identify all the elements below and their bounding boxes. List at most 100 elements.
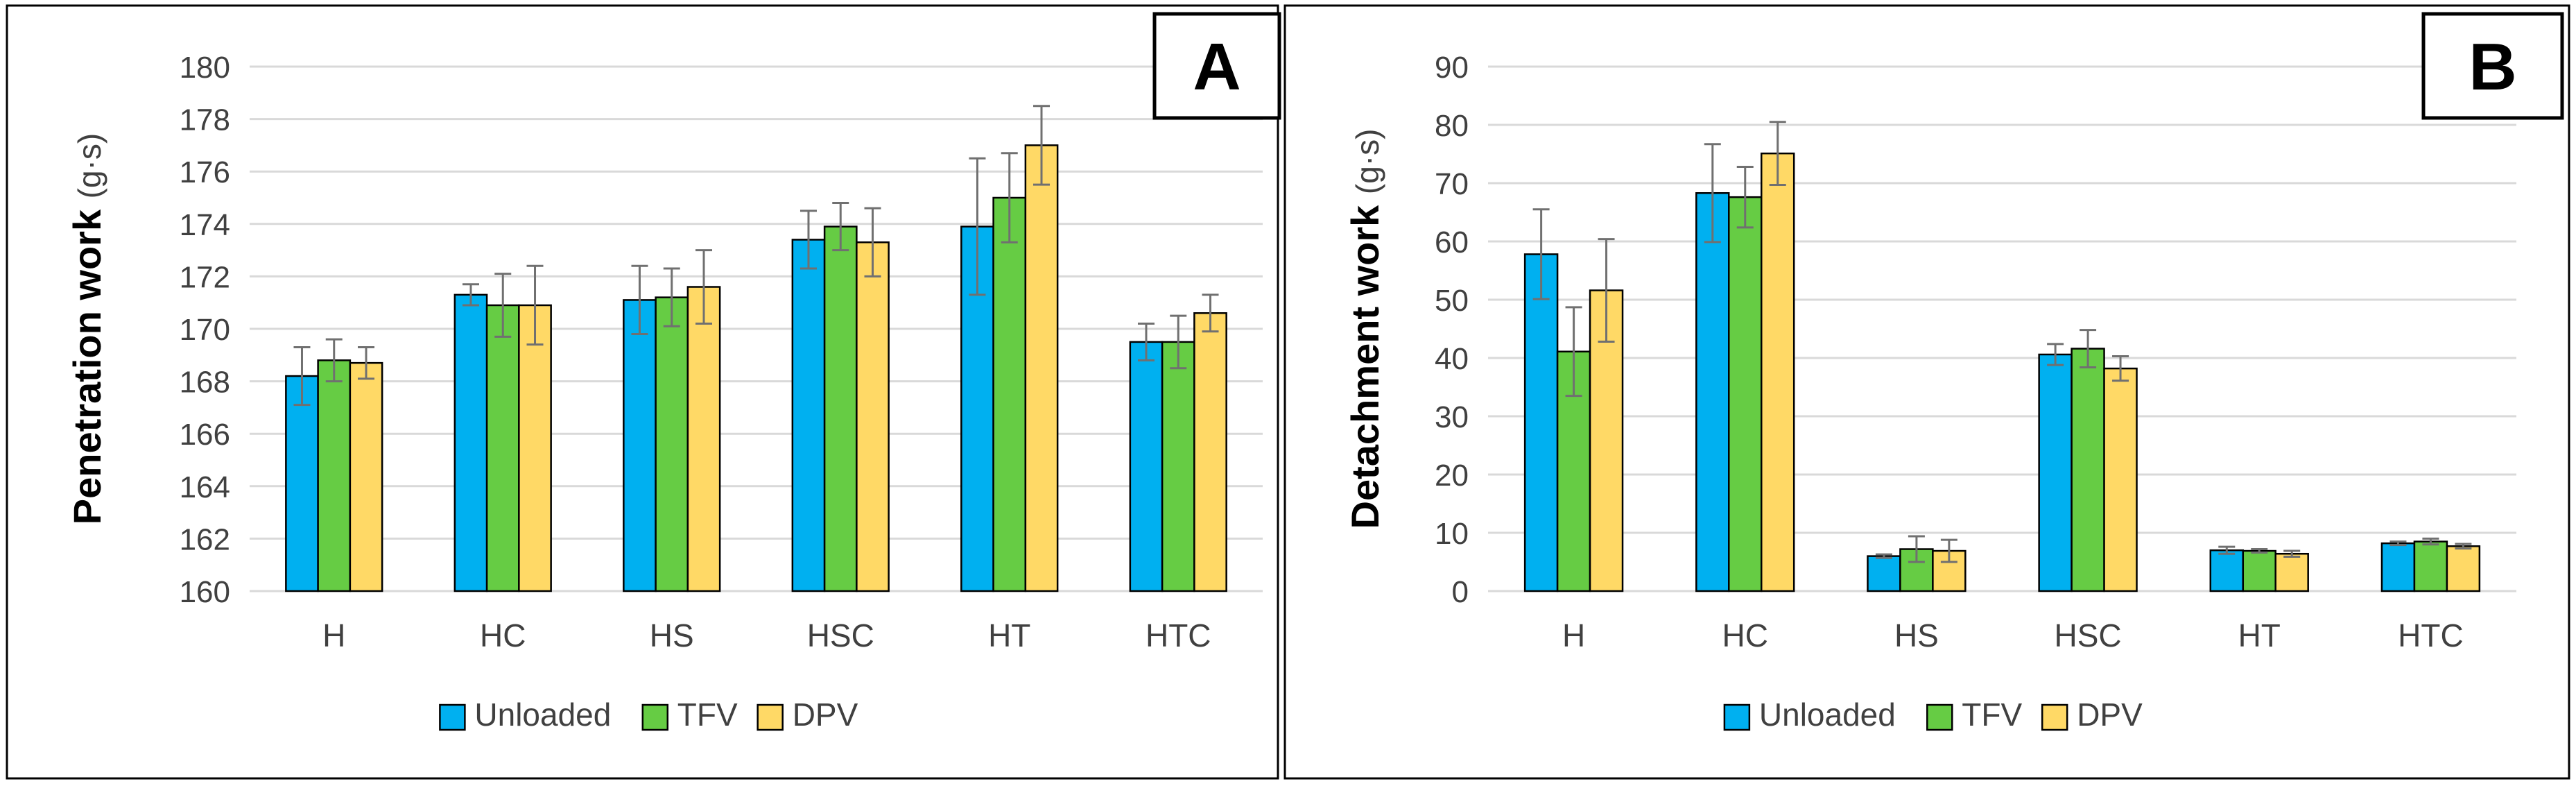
bar-unloaded-htc [1129, 341, 1164, 592]
legend-item-unloaded: Unloaded [1723, 697, 1896, 733]
bar-tfv-ht [992, 196, 1027, 592]
legend-item-unloaded: Unloaded [439, 697, 611, 733]
error-bar-tfv-hc [494, 273, 512, 338]
panel-frame [6, 4, 1279, 780]
bar-tfv-htc [2413, 540, 2448, 592]
y-tick-label: 10 [1435, 517, 1469, 551]
error-bar-unloaded-hc [462, 283, 479, 307]
error-bar-tfv-h [325, 338, 343, 383]
y-tick-label: 80 [1435, 109, 1469, 143]
legend-label: Unloaded [1759, 697, 1896, 733]
bar-dpv-hsc [2103, 367, 2138, 592]
y-tick-label: 30 [1435, 400, 1469, 434]
y-tick-label: 0 [1452, 575, 1469, 609]
error-bar-dpv-h [358, 345, 375, 380]
bar-dpv-hc [1760, 152, 1795, 592]
error-bar-dpv-hc [526, 264, 544, 346]
y-tick-label: 176 [180, 155, 230, 189]
bar-dpv-ht [2274, 552, 2309, 592]
error-bar-tfv-hsc [2080, 329, 2097, 368]
error-bar-unloaded-htc [2389, 540, 2407, 547]
x-tick-label: HTC [2398, 617, 2464, 654]
y-tick-label: 164 [180, 470, 230, 504]
bar-tfv-hsc [823, 225, 858, 592]
bar-dpv-htc [1193, 312, 1227, 592]
x-tick-label: HT [2238, 617, 2281, 654]
y-tick-label: 90 [1435, 51, 1469, 85]
legend-label: TFV [677, 697, 738, 733]
panel-label-box [1152, 12, 1281, 120]
x-tick-label: HC [480, 617, 526, 654]
error-bar-dpv-htc [1202, 293, 1219, 333]
x-tick-label: HC [1722, 617, 1768, 654]
error-bar-unloaded-ht [969, 157, 986, 296]
legend-label: DPV [793, 697, 858, 733]
y-tick-label: 70 [1435, 167, 1469, 201]
bar-tfv-hs [655, 296, 689, 592]
bar-tfv-hc [485, 304, 520, 592]
error-bar-unloaded-htc [1137, 322, 1155, 361]
error-bar-unloaded-hc [1704, 143, 1721, 244]
error-bar-dpv-hs [695, 249, 713, 325]
legend-swatch [2041, 703, 2068, 731]
error-bar-dpv-hc [1769, 121, 1786, 187]
bar-dpv-h [349, 361, 383, 592]
bar-dpv-hsc [856, 241, 890, 592]
bar-dpv-ht [1024, 144, 1059, 592]
legend-label: Unloaded [474, 697, 611, 733]
legend-swatch [757, 703, 784, 731]
error-bar-unloaded-hs [631, 264, 648, 336]
y-axis-label: Detachment work (g·s) [1343, 129, 1387, 529]
x-tick-label: H [1562, 617, 1585, 654]
error-bar-unloaded-hsc [799, 210, 817, 270]
panel-label-box [2421, 12, 2564, 120]
x-tick-label: HT [988, 617, 1030, 654]
bar-unloaded-ht [2209, 549, 2245, 592]
bar-dpv-hc [518, 304, 552, 592]
legend-item-tfv: TFV [1926, 697, 2022, 733]
x-tick-label: HSC [2055, 617, 2122, 654]
y-tick-label: 60 [1435, 225, 1469, 259]
panel-a: 160 162 164 166 168 170 172 174 176 178 180 H HC HS HS… [6, 4, 1281, 780]
x-tick-label: H [322, 617, 345, 654]
error-bar-unloaded-ht [2218, 545, 2236, 555]
error-bar-tfv-htc [1170, 314, 1187, 370]
bar-unloaded-hc [1695, 192, 1730, 592]
error-bar-dpv-ht [2283, 549, 2301, 558]
y-tick-label: 166 [180, 418, 230, 452]
y-tick-label: 172 [180, 260, 230, 294]
error-bar-tfv-hs [663, 267, 680, 327]
y-axis-label: Penetration work (g·s) [65, 133, 109, 524]
error-bar-tfv-htc [2422, 537, 2439, 546]
bar-tfv-htc [1161, 341, 1195, 592]
y-tick-label: 40 [1435, 342, 1469, 376]
legend-swatch [1926, 703, 1953, 731]
bar-unloaded-htc [2380, 542, 2416, 592]
bar-unloaded-h [1523, 253, 1559, 592]
y-tick-label: 180 [180, 51, 230, 85]
legend-swatch [1723, 703, 1751, 731]
error-bar-dpv-htc [2455, 543, 2472, 550]
y-tick-label: 160 [180, 575, 230, 609]
legend-item-dpv: DPV [757, 697, 858, 733]
legend-item-tfv: TFV [641, 697, 738, 733]
error-bar-tfv-ht [2251, 548, 2268, 554]
bar-unloaded-hs [623, 299, 657, 592]
y-tick-label: 170 [180, 313, 230, 347]
error-bar-dpv-hs [1940, 538, 1957, 563]
x-tick-label: HS [1894, 617, 1939, 654]
panel-frame [1283, 4, 2570, 780]
error-bar-unloaded-h [293, 345, 311, 407]
legend-swatch [439, 703, 466, 731]
error-bar-dpv-ht [1033, 105, 1051, 186]
bar-unloaded-h [285, 375, 319, 592]
legend-item-dpv: DPV [2041, 697, 2143, 733]
legend-label: DPV [2077, 697, 2143, 733]
bar-unloaded-hsc [791, 239, 826, 592]
legend-label: TFV [1962, 697, 2022, 733]
error-bar-unloaded-h [1532, 208, 1550, 300]
bar-tfv-hsc [2071, 348, 2105, 592]
x-tick-label: HS [650, 617, 694, 654]
